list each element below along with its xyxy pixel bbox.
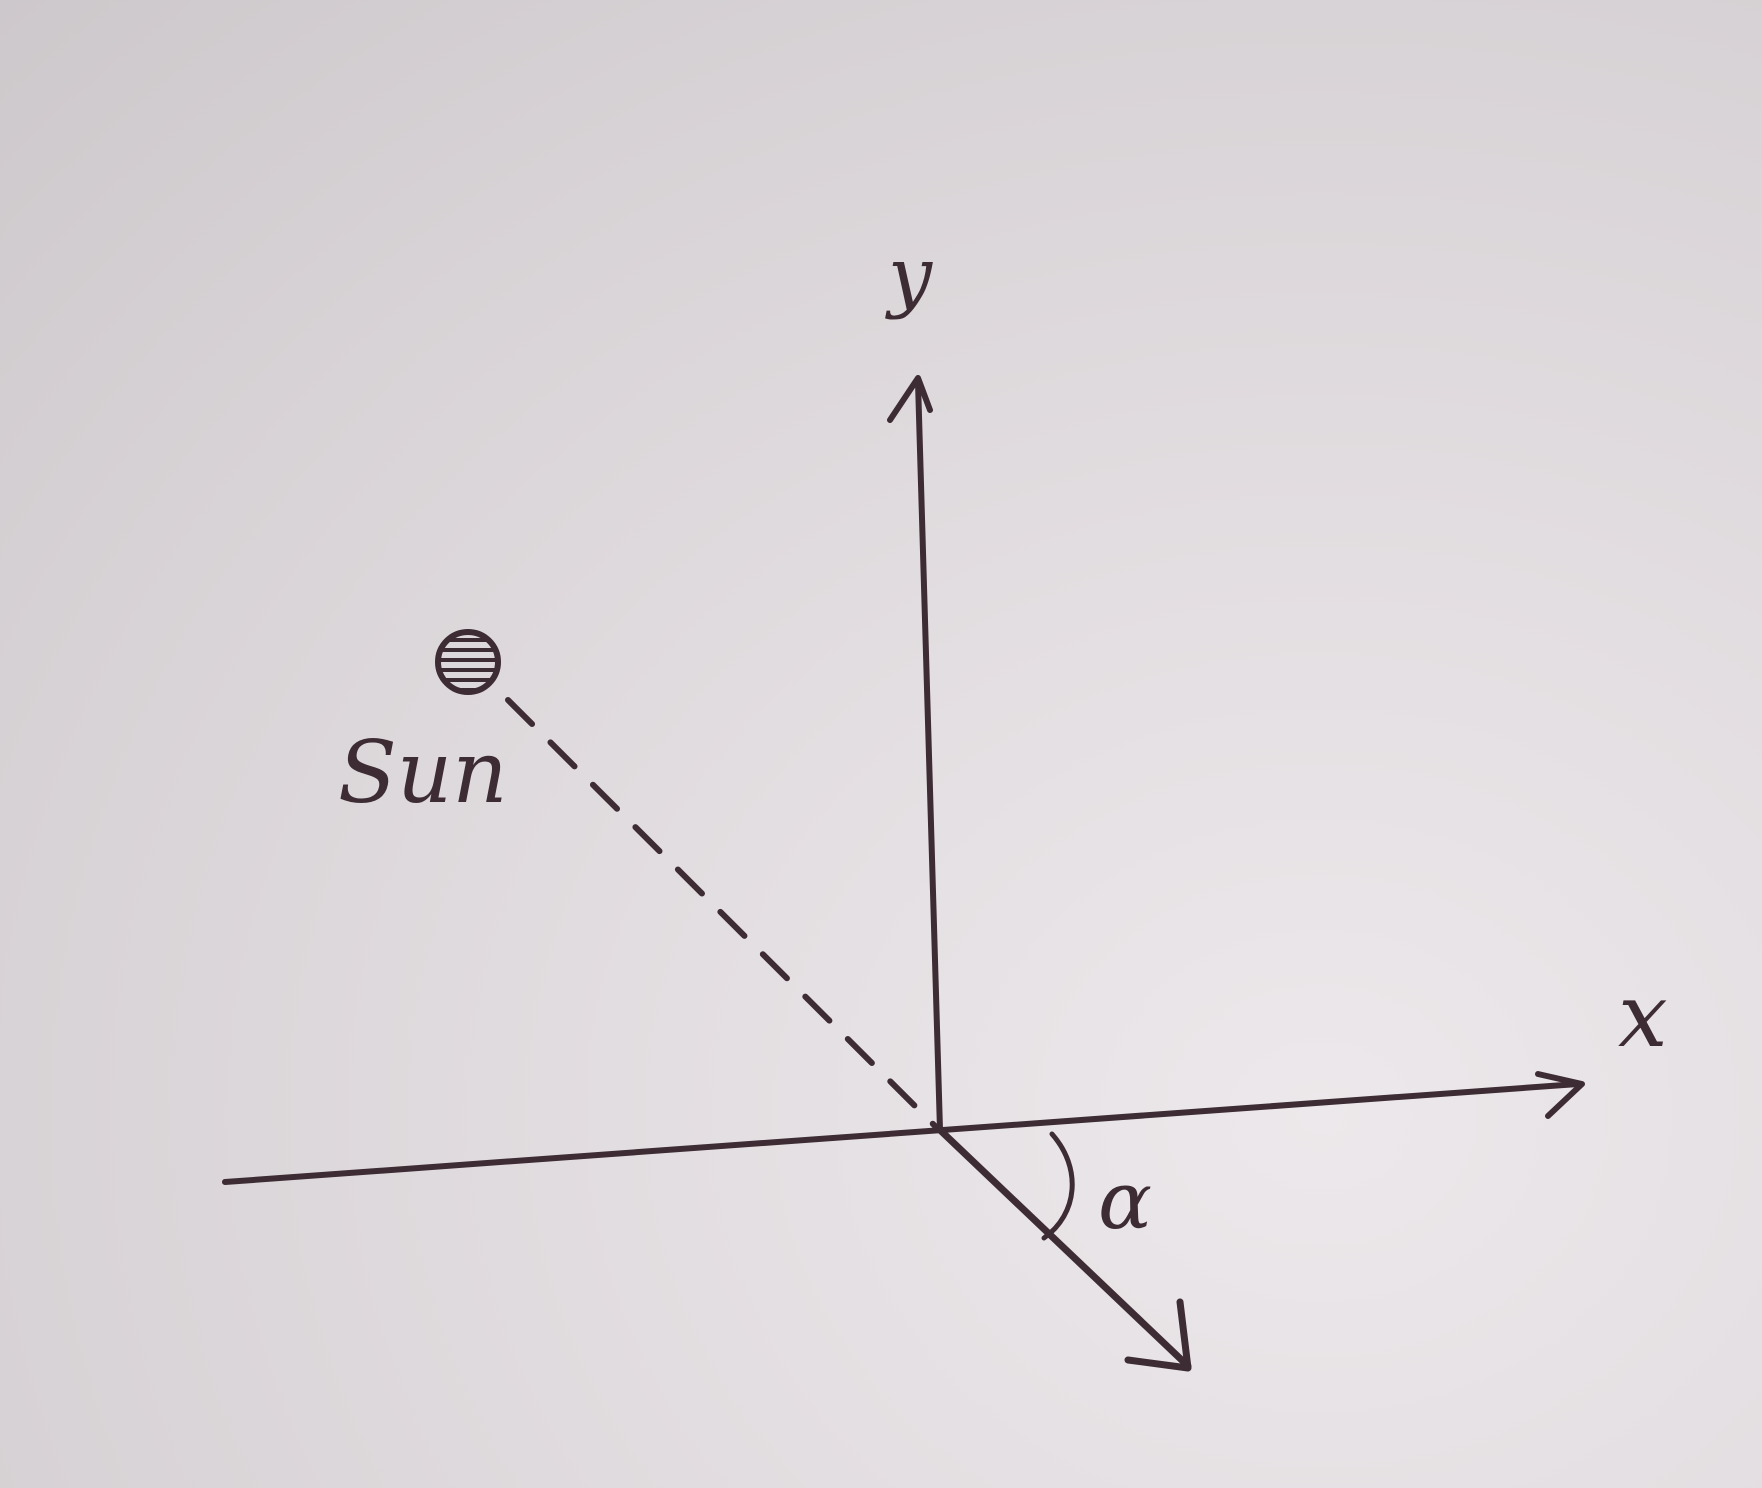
sun-ray-dashed-line — [505, 697, 938, 1129]
x-axis — [222, 1071, 1585, 1185]
x-axis-label: x — [1618, 964, 1668, 1067]
sun-label: Sun — [338, 723, 508, 823]
y-axis — [887, 375, 943, 1133]
sunlight-direction-arrow — [936, 1126, 1192, 1372]
x-axis-arrowhead — [1535, 1071, 1585, 1119]
y-axis-label: y — [885, 231, 933, 321]
direction-arrow-head — [1124, 1298, 1192, 1372]
x-axis-line — [222, 1081, 1581, 1185]
direction-arrow-line — [936, 1126, 1192, 1370]
angle-label: α — [1098, 1154, 1152, 1247]
angle-arc — [1041, 1131, 1075, 1241]
y-axis-line — [915, 379, 943, 1133]
sun-icon — [435, 629, 501, 695]
y-axis-arrowhead — [887, 375, 933, 423]
